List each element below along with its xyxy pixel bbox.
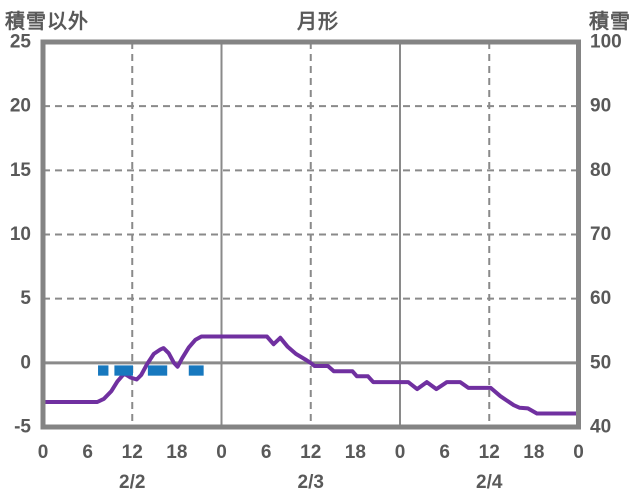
x-axis-hour-label: 0 — [573, 442, 584, 463]
x-axis-hour-label: 0 — [395, 442, 406, 463]
snowfall-bars-bar — [98, 365, 109, 376]
x-axis-hour-label: 18 — [523, 442, 544, 463]
snowfall-bars-bar — [188, 365, 204, 376]
right-axis-tick-label: 70 — [590, 224, 611, 245]
x-axis-date-label: 2/4 — [476, 472, 503, 493]
left-axis-tick-label: 25 — [10, 32, 32, 53]
left-axis-tick-label: 0 — [20, 352, 31, 373]
left-axis-tick-label: 10 — [10, 224, 31, 245]
x-axis-hour-label: 6 — [82, 442, 93, 463]
right-axis-tick-label: 40 — [590, 417, 611, 438]
x-axis-date-label: 2/2 — [119, 472, 145, 493]
x-axis-hour-label: 6 — [439, 442, 450, 463]
x-axis-hour-label: 18 — [345, 442, 366, 463]
left-axis-tick-label: 5 — [20, 288, 31, 309]
x-axis-hour-label: 12 — [122, 442, 143, 463]
snowfall-bars-bar — [114, 365, 133, 376]
right-axis-tick-label: 50 — [590, 352, 611, 373]
x-axis-hour-label: 0 — [38, 442, 49, 463]
x-axis-hour-label: 12 — [479, 442, 500, 463]
snowfall-bars-bar — [147, 365, 168, 376]
right-axis-tick-label: 80 — [590, 160, 611, 181]
x-axis-hour-label: 6 — [261, 442, 272, 463]
chart-title: 月形 — [297, 11, 339, 33]
plot-border — [40, 39, 581, 430]
x-axis-hour-label: 12 — [300, 442, 321, 463]
x-axis-date-label: 2/3 — [298, 472, 324, 493]
x-axis-hour-label: 0 — [216, 442, 227, 463]
snow-depth-line — [41, 334, 579, 416]
x-axis-hour-label: 18 — [166, 442, 187, 463]
right-axis-tick-label: 60 — [590, 288, 611, 309]
right-axis-tick-label: 100 — [590, 32, 622, 53]
left-axis-tick-label: 15 — [10, 160, 32, 181]
right-axis-title: 積雪 — [589, 11, 631, 33]
left-axis-tick-label: -5 — [14, 417, 31, 438]
left-axis-title: 積雪以外 — [5, 11, 89, 33]
left-axis-tick-label: 20 — [10, 96, 31, 117]
right-axis-tick-label: 90 — [590, 96, 611, 117]
